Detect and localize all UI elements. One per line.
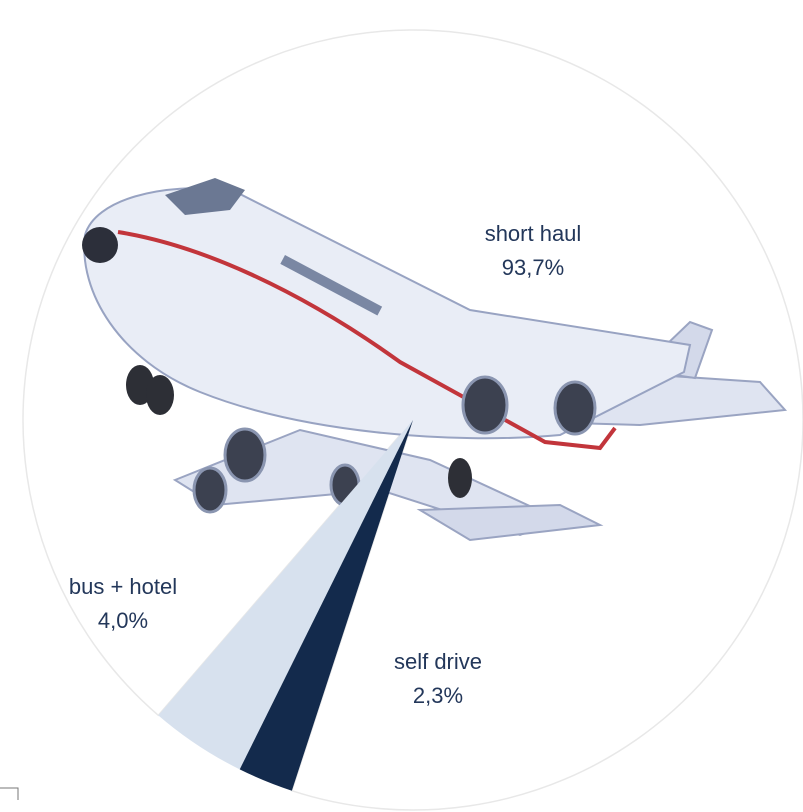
pie-slice [239, 420, 413, 791]
slice-label: short haul [485, 221, 582, 246]
slice-label: bus + hotel [69, 574, 177, 599]
pie-front [158, 420, 413, 791]
corner-mark [0, 787, 19, 800]
slice-label: self drive [394, 649, 482, 674]
slice-value-label: 2,3% [413, 683, 463, 708]
slice-value-label: 93,7% [502, 255, 564, 280]
slice-value-label: 4,0% [98, 608, 148, 633]
labels: short haul 93,7% bus + hotel 4,0% self drive… [69, 221, 581, 708]
pie-slice [158, 420, 413, 770]
